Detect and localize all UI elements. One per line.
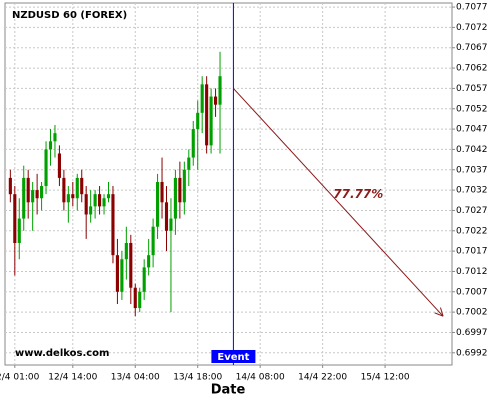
candle-body	[66, 194, 70, 203]
candle-body	[89, 206, 93, 215]
y-tick-label: 0.7012	[456, 267, 488, 277]
y-tick-label: 0.6997	[456, 328, 488, 338]
watermark: www.delkos.com	[15, 348, 109, 359]
x-tick-label: 12/4 01:00	[0, 373, 40, 383]
candle-body	[205, 84, 209, 146]
candle-body	[178, 177, 182, 203]
prediction-arrow	[233, 88, 444, 317]
candle-body	[75, 177, 79, 199]
candle-body	[138, 291, 142, 309]
y-tick-label: 0.7027	[456, 206, 488, 216]
candle-body	[147, 255, 151, 268]
candle-body	[173, 177, 177, 219]
y-tick-label: 0.7032	[456, 186, 488, 196]
candle-body	[17, 218, 21, 243]
y-tick-label: 0.7007	[456, 287, 488, 297]
candle-body	[187, 157, 191, 170]
x-tick-label: 13/4 18:00	[173, 373, 222, 383]
candle-body	[164, 202, 169, 231]
candle-body	[209, 96, 213, 146]
candle-body	[48, 141, 53, 150]
candle-body	[129, 242, 133, 288]
candle-body	[84, 194, 88, 215]
candle-body	[62, 177, 66, 203]
y-tick-label: 0.7072	[456, 23, 488, 33]
candle-body	[22, 177, 26, 219]
y-tick-label: 0.7057	[456, 84, 488, 94]
candle-body	[111, 194, 115, 256]
candle-body	[191, 129, 195, 158]
candle-body	[120, 259, 124, 292]
candle-body	[44, 149, 48, 187]
plot-frame	[4, 2, 453, 366]
y-tick-label: 0.7062	[456, 64, 488, 74]
candle-body	[80, 177, 84, 195]
x-tick-label: 15/4 12:00	[361, 373, 410, 383]
candle-body	[200, 84, 204, 113]
candle-body	[71, 194, 75, 199]
y-tick-label: 0.7017	[456, 247, 488, 257]
y-tick-label: 0.7002	[456, 308, 488, 318]
candle-body	[196, 112, 200, 130]
y-tick-label: 0.7077	[456, 3, 488, 13]
y-tick-label: 0.6992	[456, 348, 488, 358]
candle-body	[53, 133, 57, 142]
x-axis-label: Date	[211, 383, 246, 398]
x-tick-label: 13/4 04:00	[111, 373, 160, 383]
x-tick-label: 14/4 08:00	[236, 373, 285, 383]
y-tick-label: 0.7022	[456, 226, 488, 236]
candle-body	[8, 177, 12, 195]
y-tick-label: 0.7042	[456, 145, 488, 155]
arrow-head	[434, 312, 444, 317]
candle-body	[115, 255, 119, 292]
candle-body	[98, 194, 102, 207]
event-box	[211, 350, 256, 363]
candle-body	[35, 190, 39, 199]
candle-body	[57, 153, 61, 178]
chart-title: NZDUSD 60 (FOREX)	[12, 10, 127, 21]
candle-body	[142, 267, 146, 292]
prediction-label: 77.77%	[333, 187, 383, 201]
x-tick-label: 12/4 14:00	[48, 373, 97, 383]
candle-body	[40, 186, 44, 199]
plot-layer	[5, 3, 455, 368]
candle-body	[160, 181, 164, 203]
y-tick-label: 0.7067	[456, 43, 488, 53]
candle-body	[133, 287, 137, 309]
candle-body	[214, 96, 218, 105]
y-tick-label: 0.7052	[456, 104, 488, 114]
candle-body	[218, 76, 222, 105]
candle-body	[156, 181, 160, 227]
candle-body	[26, 177, 30, 203]
candle-body	[124, 242, 128, 260]
candle-body	[31, 190, 35, 203]
event-label: Event	[217, 352, 249, 363]
y-tick-label: 0.7047	[456, 125, 488, 135]
candle-body	[93, 194, 97, 207]
candle-body	[182, 169, 186, 203]
candle-body	[13, 194, 17, 243]
candle-body	[169, 218, 173, 231]
candle-body	[102, 198, 106, 207]
y-tick-label: 0.7037	[456, 165, 488, 175]
x-tick-label: 14/4 22:00	[298, 373, 347, 383]
candle-body	[151, 226, 155, 256]
candle-body	[106, 194, 111, 199]
arrow-head	[439, 307, 444, 317]
